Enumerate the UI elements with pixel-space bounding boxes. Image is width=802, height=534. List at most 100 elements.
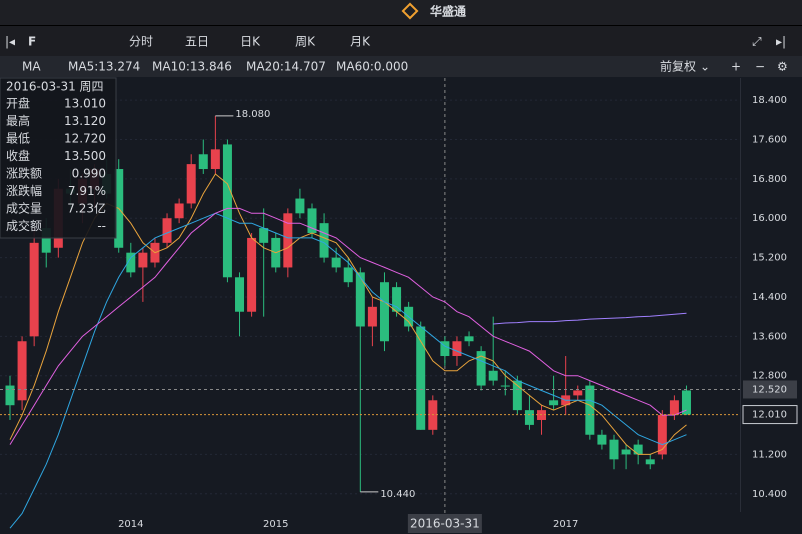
candle-body [549, 400, 559, 406]
candle-body [343, 267, 353, 283]
symbol: F [28, 35, 36, 49]
tooltip-label: 涨跌幅 [6, 183, 42, 198]
candle-body [5, 385, 15, 406]
tooltip-label: 开盘 [6, 96, 30, 111]
ma-line [493, 312, 687, 325]
candle-body [440, 341, 450, 357]
crosshair-price-box [743, 380, 797, 399]
tooltip-label: 成交量 [6, 201, 42, 216]
crosshair-date: 2016-03-31 [410, 517, 480, 531]
tab[interactable]: 分时 [129, 35, 153, 49]
candle-body [126, 252, 136, 273]
candle-body [162, 218, 172, 243]
tabs: 分时 五日 日K 周K 月K [129, 35, 371, 49]
tab[interactable]: 五日 [185, 35, 209, 49]
plot: 18.400 17.600 16.800 16.000 15.200 14.400 13.6… [0, 78, 798, 533]
tooltip-value: 13.500 [64, 149, 106, 163]
y-tick-label: 14.400 [752, 292, 787, 303]
ma-line [9, 212, 687, 529]
candle-body [464, 336, 474, 342]
candle-body [41, 228, 51, 253]
candle-body [681, 390, 691, 415]
tooltip-value: 13.010 [64, 97, 106, 111]
x-tick-label: 2015 [263, 519, 288, 530]
candle-body [235, 277, 245, 312]
fullscreen-icon[interactable]: ⤢ [751, 35, 762, 49]
candle-body [597, 434, 607, 445]
candle-body [210, 149, 220, 170]
y-tick-label: 12.800 [752, 371, 787, 382]
tab[interactable]: 日K [240, 35, 261, 49]
x-tick-label: 2014 [118, 519, 143, 530]
candle-body [367, 306, 377, 327]
tooltip: 2016-03-31 周四 开盘 13.010 最高 13.120 最低 12.720 收盘… [0, 77, 117, 239]
y-tick-label: 10.400 [752, 489, 787, 500]
title-bar [0, 0, 802, 25]
app-title: 华盛通 [430, 4, 466, 19]
tab[interactable]: 周K [295, 35, 316, 49]
candle-body [633, 444, 643, 455]
y-tick-label: 18.400 [752, 95, 787, 106]
y-tick-label: 13.600 [752, 331, 787, 342]
candle-body [283, 213, 293, 268]
tooltip-value: 0.990 [72, 167, 106, 181]
adjust-select[interactable]: 前复权 [660, 59, 696, 74]
candle-body [416, 326, 426, 430]
candle-body [524, 410, 534, 425]
candle-body [29, 242, 39, 337]
ma-line [9, 173, 687, 455]
candle-body [331, 257, 341, 268]
legend: MA5:13.274 MA10:13.846 MA20:14.707 MA60:0.0… [68, 60, 408, 74]
collapse-icon[interactable]: |◂ [5, 35, 15, 49]
candle-body [657, 415, 667, 455]
candle-body [307, 208, 317, 233]
candle-body [17, 341, 27, 401]
ma-line [9, 207, 687, 445]
y-tick-label: 15.200 [752, 253, 787, 264]
remove-icon[interactable]: − [755, 60, 765, 74]
dropdown-icon[interactable]: ⌄ [700, 60, 710, 74]
legend-item[interactable]: MA60:0.000 [336, 60, 408, 74]
candle-body [295, 198, 305, 214]
indicator-name[interactable]: MA [22, 60, 41, 74]
settings-icon[interactable]: ⚙ [777, 60, 788, 74]
last-price-label: 12.010 [752, 410, 787, 421]
candle-body [319, 223, 329, 258]
tooltip-value: 7.91% [68, 184, 106, 198]
tooltip-label: 涨跌额 [6, 166, 42, 181]
tooltip-value: 13.120 [64, 114, 106, 128]
candle-body [609, 439, 619, 460]
tooltip-box [0, 77, 117, 239]
candle-body [247, 237, 257, 312]
tooltip-label: 收盘 [6, 148, 30, 163]
y-tick-label: 16.000 [752, 213, 787, 224]
legend-item[interactable]: MA5:13.274 [68, 60, 140, 74]
tooltip-value: 7.23亿 [67, 201, 106, 216]
last-price-box [742, 405, 798, 425]
candle-body [512, 380, 522, 411]
candle-body [669, 400, 679, 416]
tooltip-value: 12.720 [64, 132, 106, 146]
candle-body [379, 282, 389, 342]
candle-body [174, 203, 184, 219]
candle-body [476, 351, 486, 386]
legend-item[interactable]: MA20:14.707 [246, 60, 326, 74]
tab[interactable]: 月K [350, 35, 371, 49]
candle-body [222, 144, 232, 278]
legend-item[interactable]: MA10:13.846 [152, 60, 232, 74]
candle-body [259, 228, 269, 243]
tooltip-label: 最高 [6, 113, 30, 128]
add-icon[interactable]: + [731, 60, 741, 74]
crosshair-date-box [407, 514, 482, 533]
candle-body [621, 449, 631, 455]
candle-body [186, 164, 196, 204]
candle-body [645, 459, 655, 465]
tooltip-date: 2016-03-31 周四 [6, 80, 104, 94]
crosshair-price-label: 12.520 [752, 384, 787, 395]
candle-body [452, 341, 462, 357]
candle-body [138, 252, 148, 268]
expand-icon[interactable]: ▸| [776, 35, 786, 49]
extreme-label: 18.080 [235, 109, 270, 120]
